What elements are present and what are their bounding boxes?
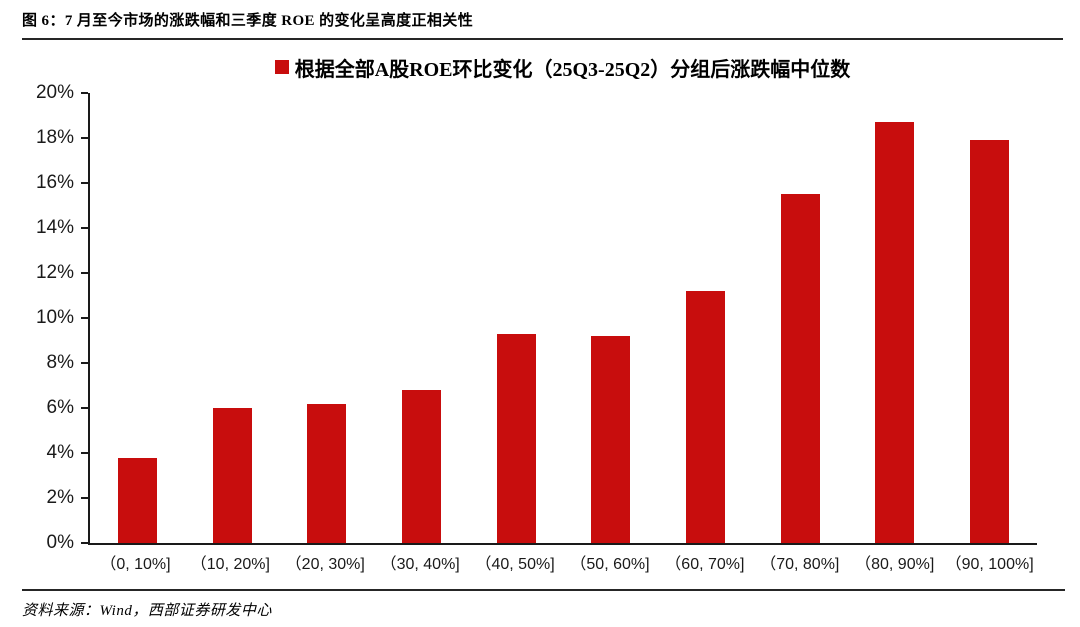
y-axis: 20% 18% 16% 14% 12% 10% 8% 6% 4% 2% 0% (0, 83, 88, 553)
source-note: 资料来源：Wind，西部证券研发中心 (22, 603, 272, 619)
x-axis-category-label: （10, 20%] (190, 556, 270, 573)
x-axis-category-label: （30, 40%] (380, 556, 460, 573)
y-axis-tick-label: 6% (46, 397, 74, 418)
bar-column (90, 93, 185, 543)
bar (401, 390, 441, 543)
bar-column (564, 93, 659, 543)
y-axis-tick-label: 14% (35, 217, 74, 238)
y-axis-tick-label: 4% (46, 442, 74, 463)
bar (117, 457, 157, 543)
y-axis-tick-label: 0% (46, 532, 74, 553)
x-axis-category-label: （0, 10%] (100, 556, 171, 573)
y-axis-tick-mark (81, 182, 88, 184)
y-axis-tick-label: 10% (35, 307, 74, 328)
bar (780, 194, 820, 543)
bar (686, 291, 726, 543)
x-axis-category-label: （50, 60%] (570, 556, 650, 573)
bar (307, 403, 347, 543)
bar-column (753, 93, 848, 543)
y-axis-tick-label: 2% (46, 487, 74, 508)
x-axis-category-label: （20, 30%] (285, 556, 365, 573)
bar-column (848, 93, 943, 543)
bar-column (658, 93, 753, 543)
bar-column (469, 93, 564, 543)
y-axis-tick-label: 8% (46, 352, 74, 373)
y-axis-tick-mark (81, 272, 88, 274)
bar (875, 122, 915, 543)
title-divider (22, 38, 1063, 40)
bar-column (279, 93, 374, 543)
bar-column (942, 93, 1037, 543)
y-axis-tick-mark (81, 317, 88, 319)
legend-swatch-icon (274, 60, 289, 74)
y-axis-tick-mark (81, 362, 88, 364)
footer-divider (22, 589, 1065, 591)
y-axis-tick-mark (81, 542, 88, 544)
legend-label: 根据全部A股ROE环比变化（25Q3-25Q2）分组后涨跌幅中位数 (294, 58, 851, 81)
x-axis: （0, 10%] （10, 20%] （20, 30%] （30, 40%] （40, … (88, 551, 1037, 575)
y-axis-tick-label: 18% (35, 127, 74, 148)
y-axis-tick-label: 12% (35, 262, 74, 283)
bar-column (374, 93, 469, 543)
x-axis-category-label: （80, 90%] (855, 556, 935, 573)
y-axis-tick-label: 16% (35, 172, 74, 193)
chart-legend: 根据全部A股ROE环比变化（25Q3-25Q2）分组后涨跌幅中位数 (88, 53, 1037, 81)
bar-chart-plot-area (88, 93, 1037, 545)
x-axis-category-label: （70, 80%] (760, 556, 840, 573)
y-axis-tick-mark (81, 92, 88, 94)
y-axis-tick-mark (81, 137, 88, 139)
figure-title: 图 6：7 月至今市场的涨跌幅和三季度 ROE 的变化呈高度正相关性 (22, 13, 474, 29)
y-axis-tick-mark (81, 497, 88, 499)
y-axis-tick-label: 20% (35, 82, 74, 103)
y-axis-tick-mark (81, 227, 88, 229)
y-axis-tick-mark (81, 407, 88, 409)
bar (591, 336, 631, 543)
y-axis-tick-mark (81, 452, 88, 454)
x-axis-category-label: （60, 70%] (665, 556, 745, 573)
x-axis-category-label: （40, 50%] (475, 556, 555, 573)
x-axis-category-label: （90, 100%] (945, 556, 1034, 573)
bar (212, 408, 252, 543)
bar-column (185, 93, 280, 543)
bar (970, 140, 1010, 543)
bar (496, 333, 536, 543)
